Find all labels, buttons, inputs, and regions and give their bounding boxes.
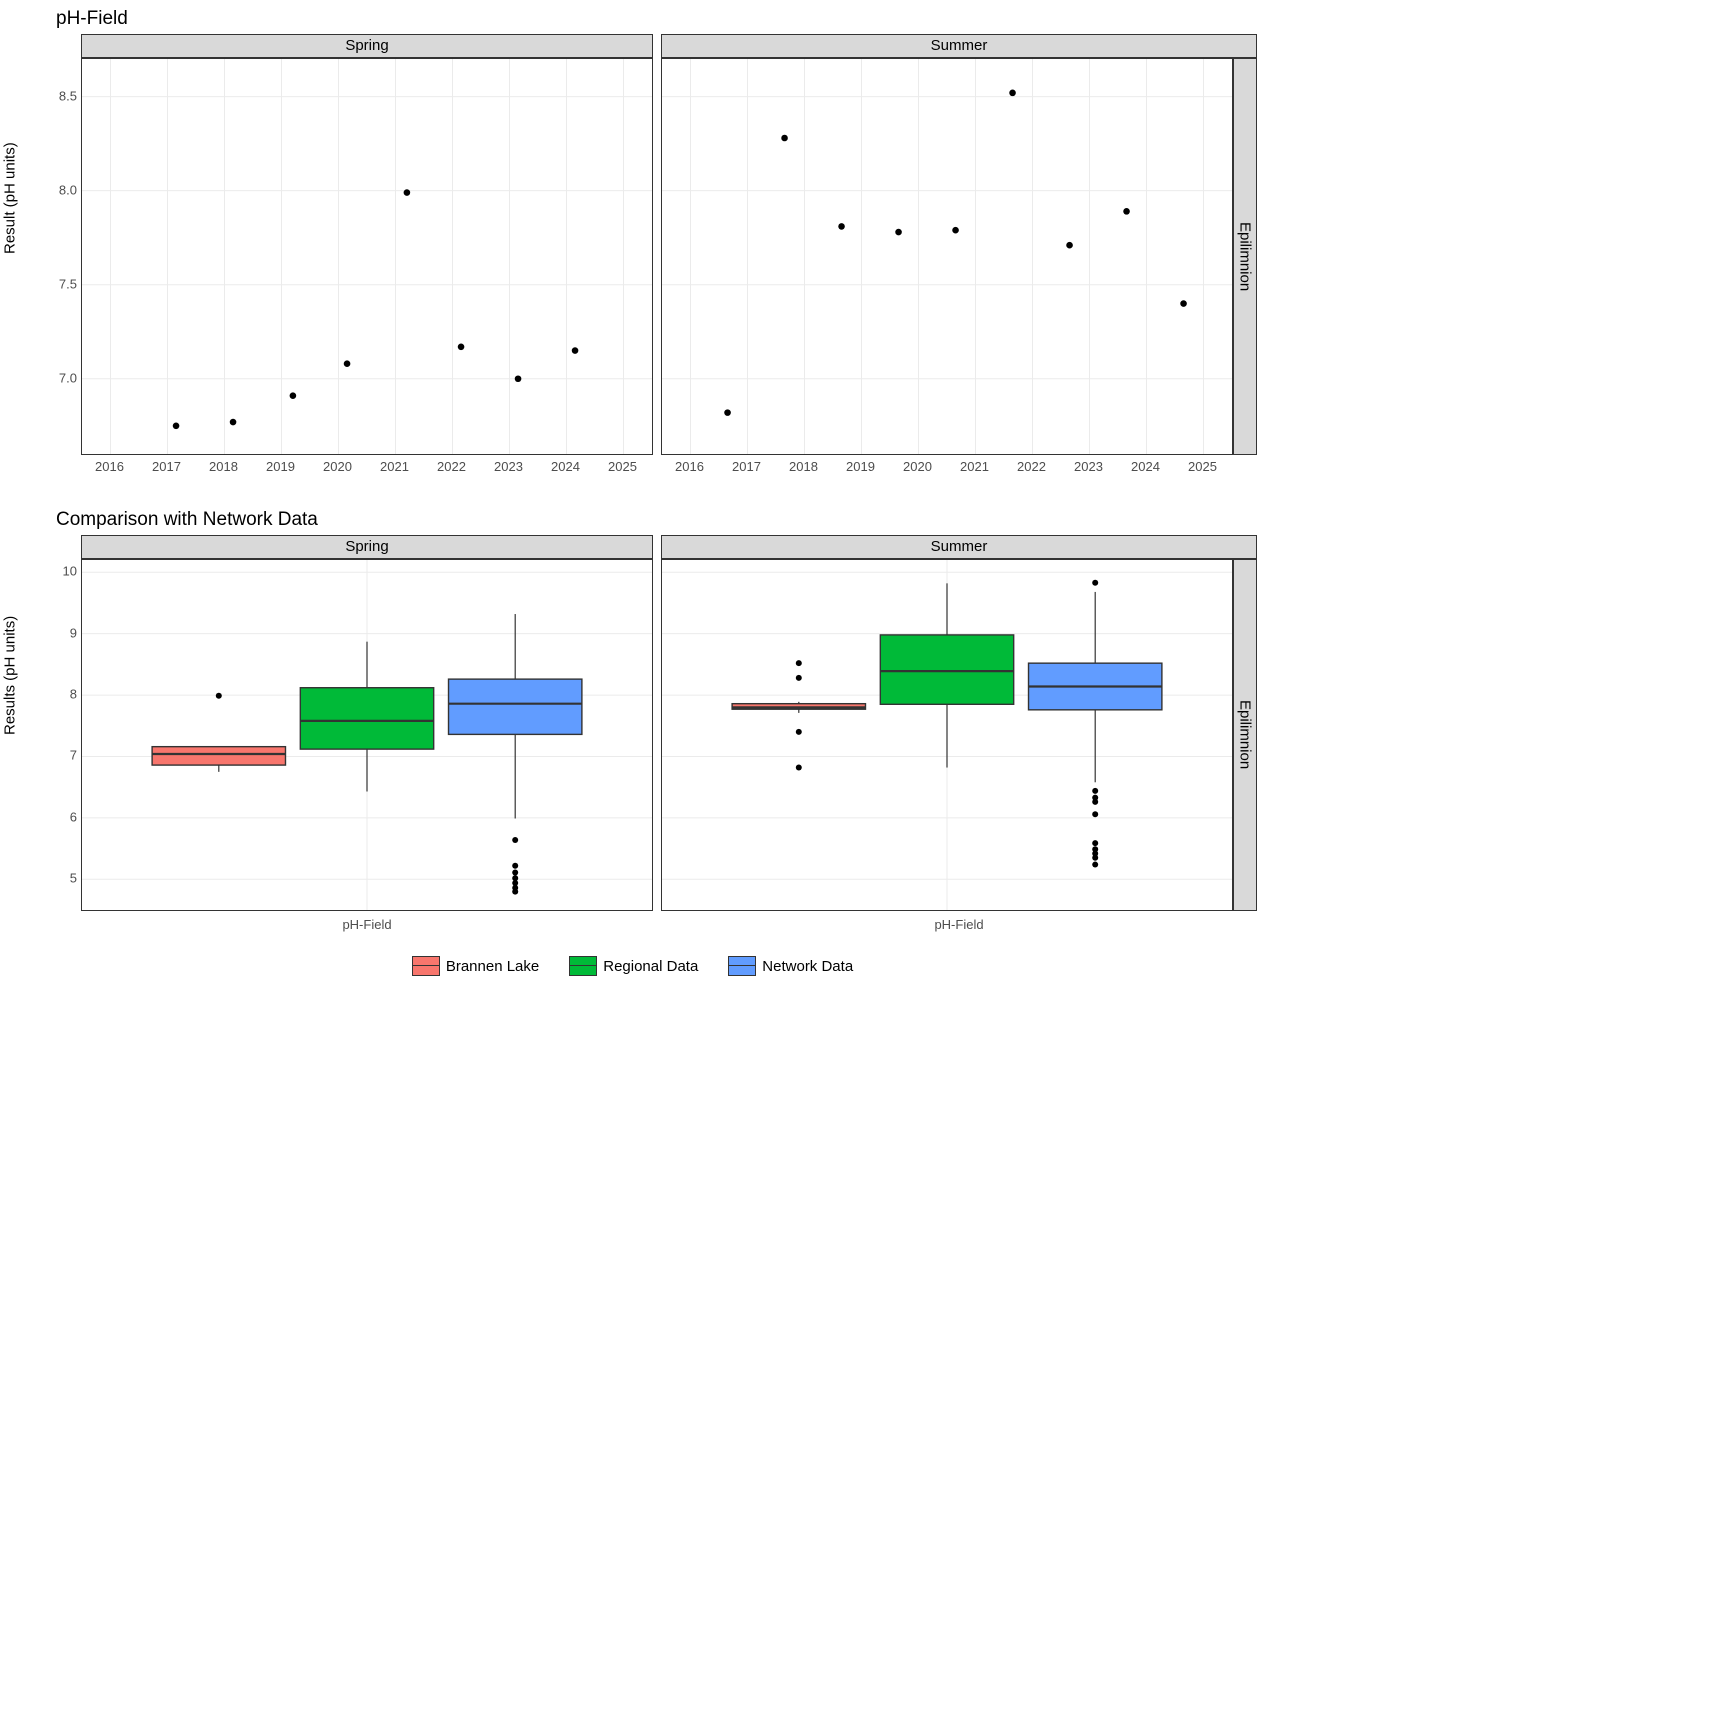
bottom-yaxis: 5678910 [56,535,81,909]
right-strip-top: Epilimnion [1233,58,1257,455]
bottom-plot-summer [661,559,1233,911]
top-plot-summer [661,58,1233,455]
legend-swatch [728,956,756,976]
legend-item: Brannen Lake [412,956,539,976]
top-plot-spring [81,58,653,455]
right-strip-bottom: Epilimnion [1233,559,1257,911]
top-xaxis-spring: 2016201720182019202020212022202320242025 [81,459,651,477]
bottom-xlabel-summer: pH-Field [661,917,1257,932]
legend-label: Brannen Lake [446,958,539,975]
facet-header-spring-b: Spring [81,535,653,559]
facet-header-summer: Summer [661,34,1257,58]
bottom-chart-title: Comparison with Network Data [0,501,1265,535]
legend-label: Network Data [762,958,853,975]
top-ylabel: Result (pH units) [2,142,19,254]
top-xaxis-summer: 2016201720182019202020212022202320242025 [661,459,1231,477]
top-chart-row: Result (pH units) 7.07.58.08.5 Spring 20… [0,34,1265,477]
top-panel-spring: Spring 201620172018201920202021202220232… [81,34,653,477]
legend: Brannen Lake Regional Data Network Data [0,956,1265,976]
bottom-chart-row: Results (pH units) 5678910 Spring pH-Fie… [0,535,1265,932]
legend-label: Regional Data [603,958,698,975]
legend-item: Network Data [728,956,853,976]
top-chart-title: pH-Field [0,0,1265,34]
facet-header-summer-b: Summer [661,535,1257,559]
legend-item: Regional Data [569,956,698,976]
bottom-plot-spring [81,559,653,911]
bottom-panel-spring: Spring pH-Field [81,535,653,932]
bottom-panel-summer: Summer Epilimnion pH-Field [661,535,1257,932]
legend-swatch [412,956,440,976]
top-panel-summer: Summer Epilimnion 2016201720182019202020… [661,34,1257,477]
bottom-ylabel: Results (pH units) [2,616,19,735]
facet-header-spring: Spring [81,34,653,58]
bottom-xlabel-spring: pH-Field [81,917,653,932]
legend-swatch [569,956,597,976]
top-yaxis: 7.07.58.08.5 [56,34,81,453]
